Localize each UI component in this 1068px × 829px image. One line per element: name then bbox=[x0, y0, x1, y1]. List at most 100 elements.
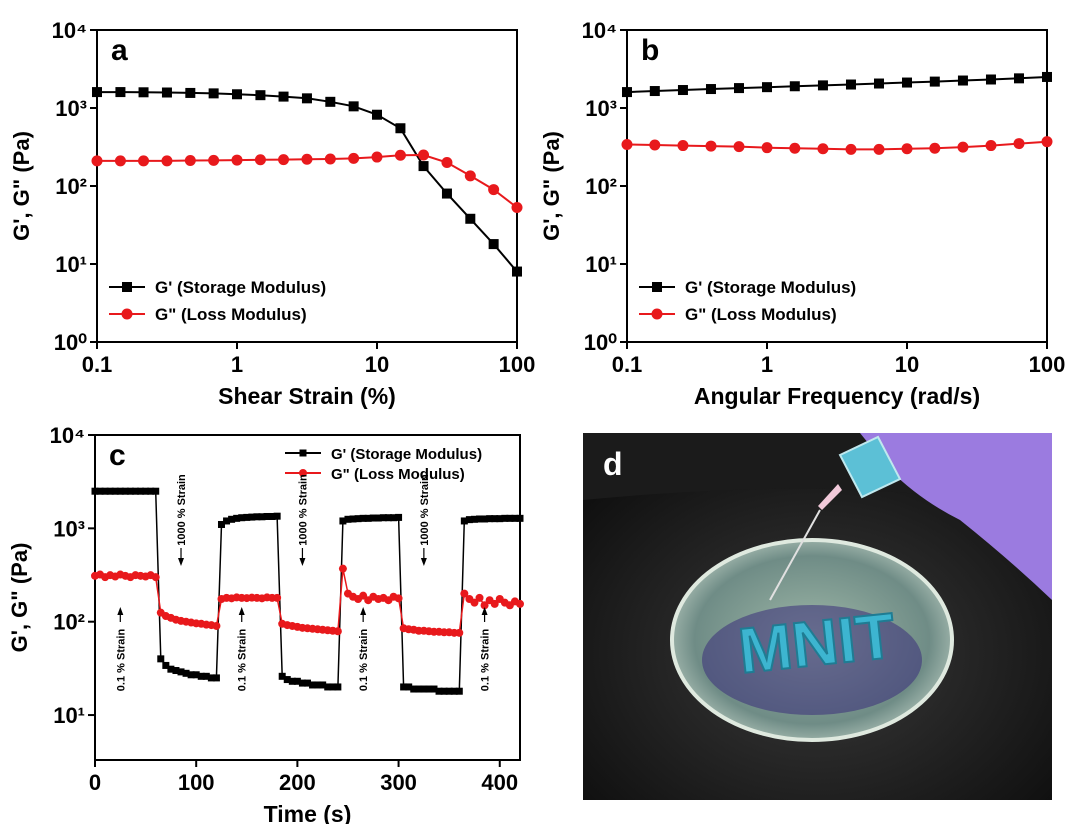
x-tick-label: 10 bbox=[365, 352, 389, 377]
marker bbox=[161, 155, 173, 167]
marker bbox=[278, 672, 286, 680]
legend-label: G" (Loss Modulus) bbox=[331, 466, 465, 483]
marker bbox=[185, 87, 196, 98]
marker bbox=[405, 683, 413, 691]
marker bbox=[126, 487, 134, 495]
marker bbox=[902, 77, 912, 88]
marker bbox=[283, 676, 291, 684]
marker bbox=[516, 599, 524, 608]
marker bbox=[344, 515, 352, 523]
marker bbox=[817, 143, 829, 155]
marker bbox=[845, 79, 856, 90]
x-axis-label: Angular Frequency (rad/s) bbox=[694, 383, 980, 409]
marker bbox=[395, 123, 406, 134]
marker bbox=[400, 683, 408, 691]
marker bbox=[817, 80, 828, 91]
y-tick-label: 10² bbox=[55, 174, 87, 199]
series-line bbox=[626, 76, 1048, 94]
x-axis-label: Shear Strain (%) bbox=[218, 383, 396, 409]
annotation: 0.1 % Strain bbox=[115, 629, 127, 692]
y-tick-label: 10¹ bbox=[55, 252, 87, 277]
marker bbox=[231, 154, 243, 166]
y-tick-label: 10⁴ bbox=[50, 423, 85, 448]
needle bbox=[769, 509, 821, 601]
marker bbox=[761, 142, 773, 154]
marker bbox=[348, 101, 359, 112]
marker bbox=[491, 515, 499, 523]
marker bbox=[1014, 73, 1025, 84]
marker bbox=[152, 487, 160, 495]
marker bbox=[845, 143, 857, 155]
marker bbox=[177, 668, 185, 676]
marker bbox=[147, 487, 155, 495]
marker bbox=[349, 515, 357, 523]
marker bbox=[379, 514, 387, 522]
marker bbox=[324, 683, 332, 691]
x-tick-label: 100 bbox=[1029, 352, 1066, 377]
marker bbox=[91, 155, 103, 167]
series-line bbox=[626, 140, 1048, 151]
marker bbox=[325, 96, 336, 107]
marker bbox=[985, 140, 997, 152]
marker bbox=[298, 679, 306, 687]
annotation: 0.1 % Strain bbox=[237, 629, 249, 692]
marker bbox=[649, 139, 661, 151]
marker bbox=[138, 155, 150, 167]
marker bbox=[374, 514, 382, 522]
marker bbox=[506, 514, 514, 522]
legend-label: G" (Loss Modulus) bbox=[155, 305, 307, 324]
marker bbox=[929, 142, 941, 154]
marker bbox=[445, 687, 453, 695]
marker bbox=[486, 515, 494, 523]
legend-marker bbox=[122, 282, 132, 292]
marker bbox=[359, 514, 367, 522]
marker bbox=[142, 487, 150, 495]
marker bbox=[101, 487, 109, 495]
marker bbox=[161, 87, 172, 98]
chart-panel: 0 100 200 300 400 10¹ 10² 10³ 10⁴ Time (s) G', G" … bbox=[7, 423, 524, 827]
y-tick-label: 10² bbox=[585, 174, 617, 199]
marker bbox=[957, 141, 969, 153]
marker bbox=[501, 514, 509, 522]
marker bbox=[114, 155, 126, 167]
marker bbox=[217, 520, 225, 528]
marker bbox=[138, 87, 149, 98]
marker bbox=[734, 83, 745, 94]
marker bbox=[418, 149, 430, 161]
marker bbox=[228, 515, 236, 523]
marker bbox=[440, 687, 448, 695]
marker bbox=[92, 87, 102, 98]
marker bbox=[364, 514, 372, 522]
marker bbox=[96, 487, 104, 495]
dye-stain bbox=[702, 605, 922, 715]
marker bbox=[901, 143, 913, 155]
marker bbox=[430, 685, 438, 693]
marker bbox=[208, 88, 219, 99]
marker bbox=[705, 140, 717, 152]
marker bbox=[384, 514, 392, 522]
marker bbox=[488, 184, 500, 196]
marker bbox=[338, 564, 347, 573]
marker bbox=[929, 76, 940, 87]
marker bbox=[333, 627, 342, 636]
x-tick-label: 0 bbox=[89, 770, 101, 795]
marker bbox=[733, 141, 745, 153]
marker bbox=[309, 681, 317, 689]
marker bbox=[441, 157, 453, 169]
marker bbox=[511, 202, 523, 214]
panel-label: c bbox=[109, 439, 126, 472]
marker bbox=[182, 669, 190, 677]
y-tick-label: 10⁰ bbox=[54, 330, 87, 355]
y-tick-label: 10⁴ bbox=[52, 18, 87, 43]
marker bbox=[465, 213, 476, 224]
marker bbox=[278, 154, 290, 166]
marker bbox=[789, 142, 801, 154]
legend-label: G' (Storage Modulus) bbox=[331, 446, 482, 463]
marker bbox=[167, 665, 175, 673]
legend-label: G' (Storage Modulus) bbox=[685, 278, 856, 297]
marker bbox=[212, 674, 220, 682]
x-tick-label: 0.1 bbox=[82, 352, 113, 377]
marker bbox=[490, 599, 499, 608]
chart-panel: 0.1 1 10 100 10⁰ 10¹ 10² 10³ 10⁴ Shear Strain (%)… bbox=[9, 18, 535, 409]
marker bbox=[622, 87, 632, 98]
